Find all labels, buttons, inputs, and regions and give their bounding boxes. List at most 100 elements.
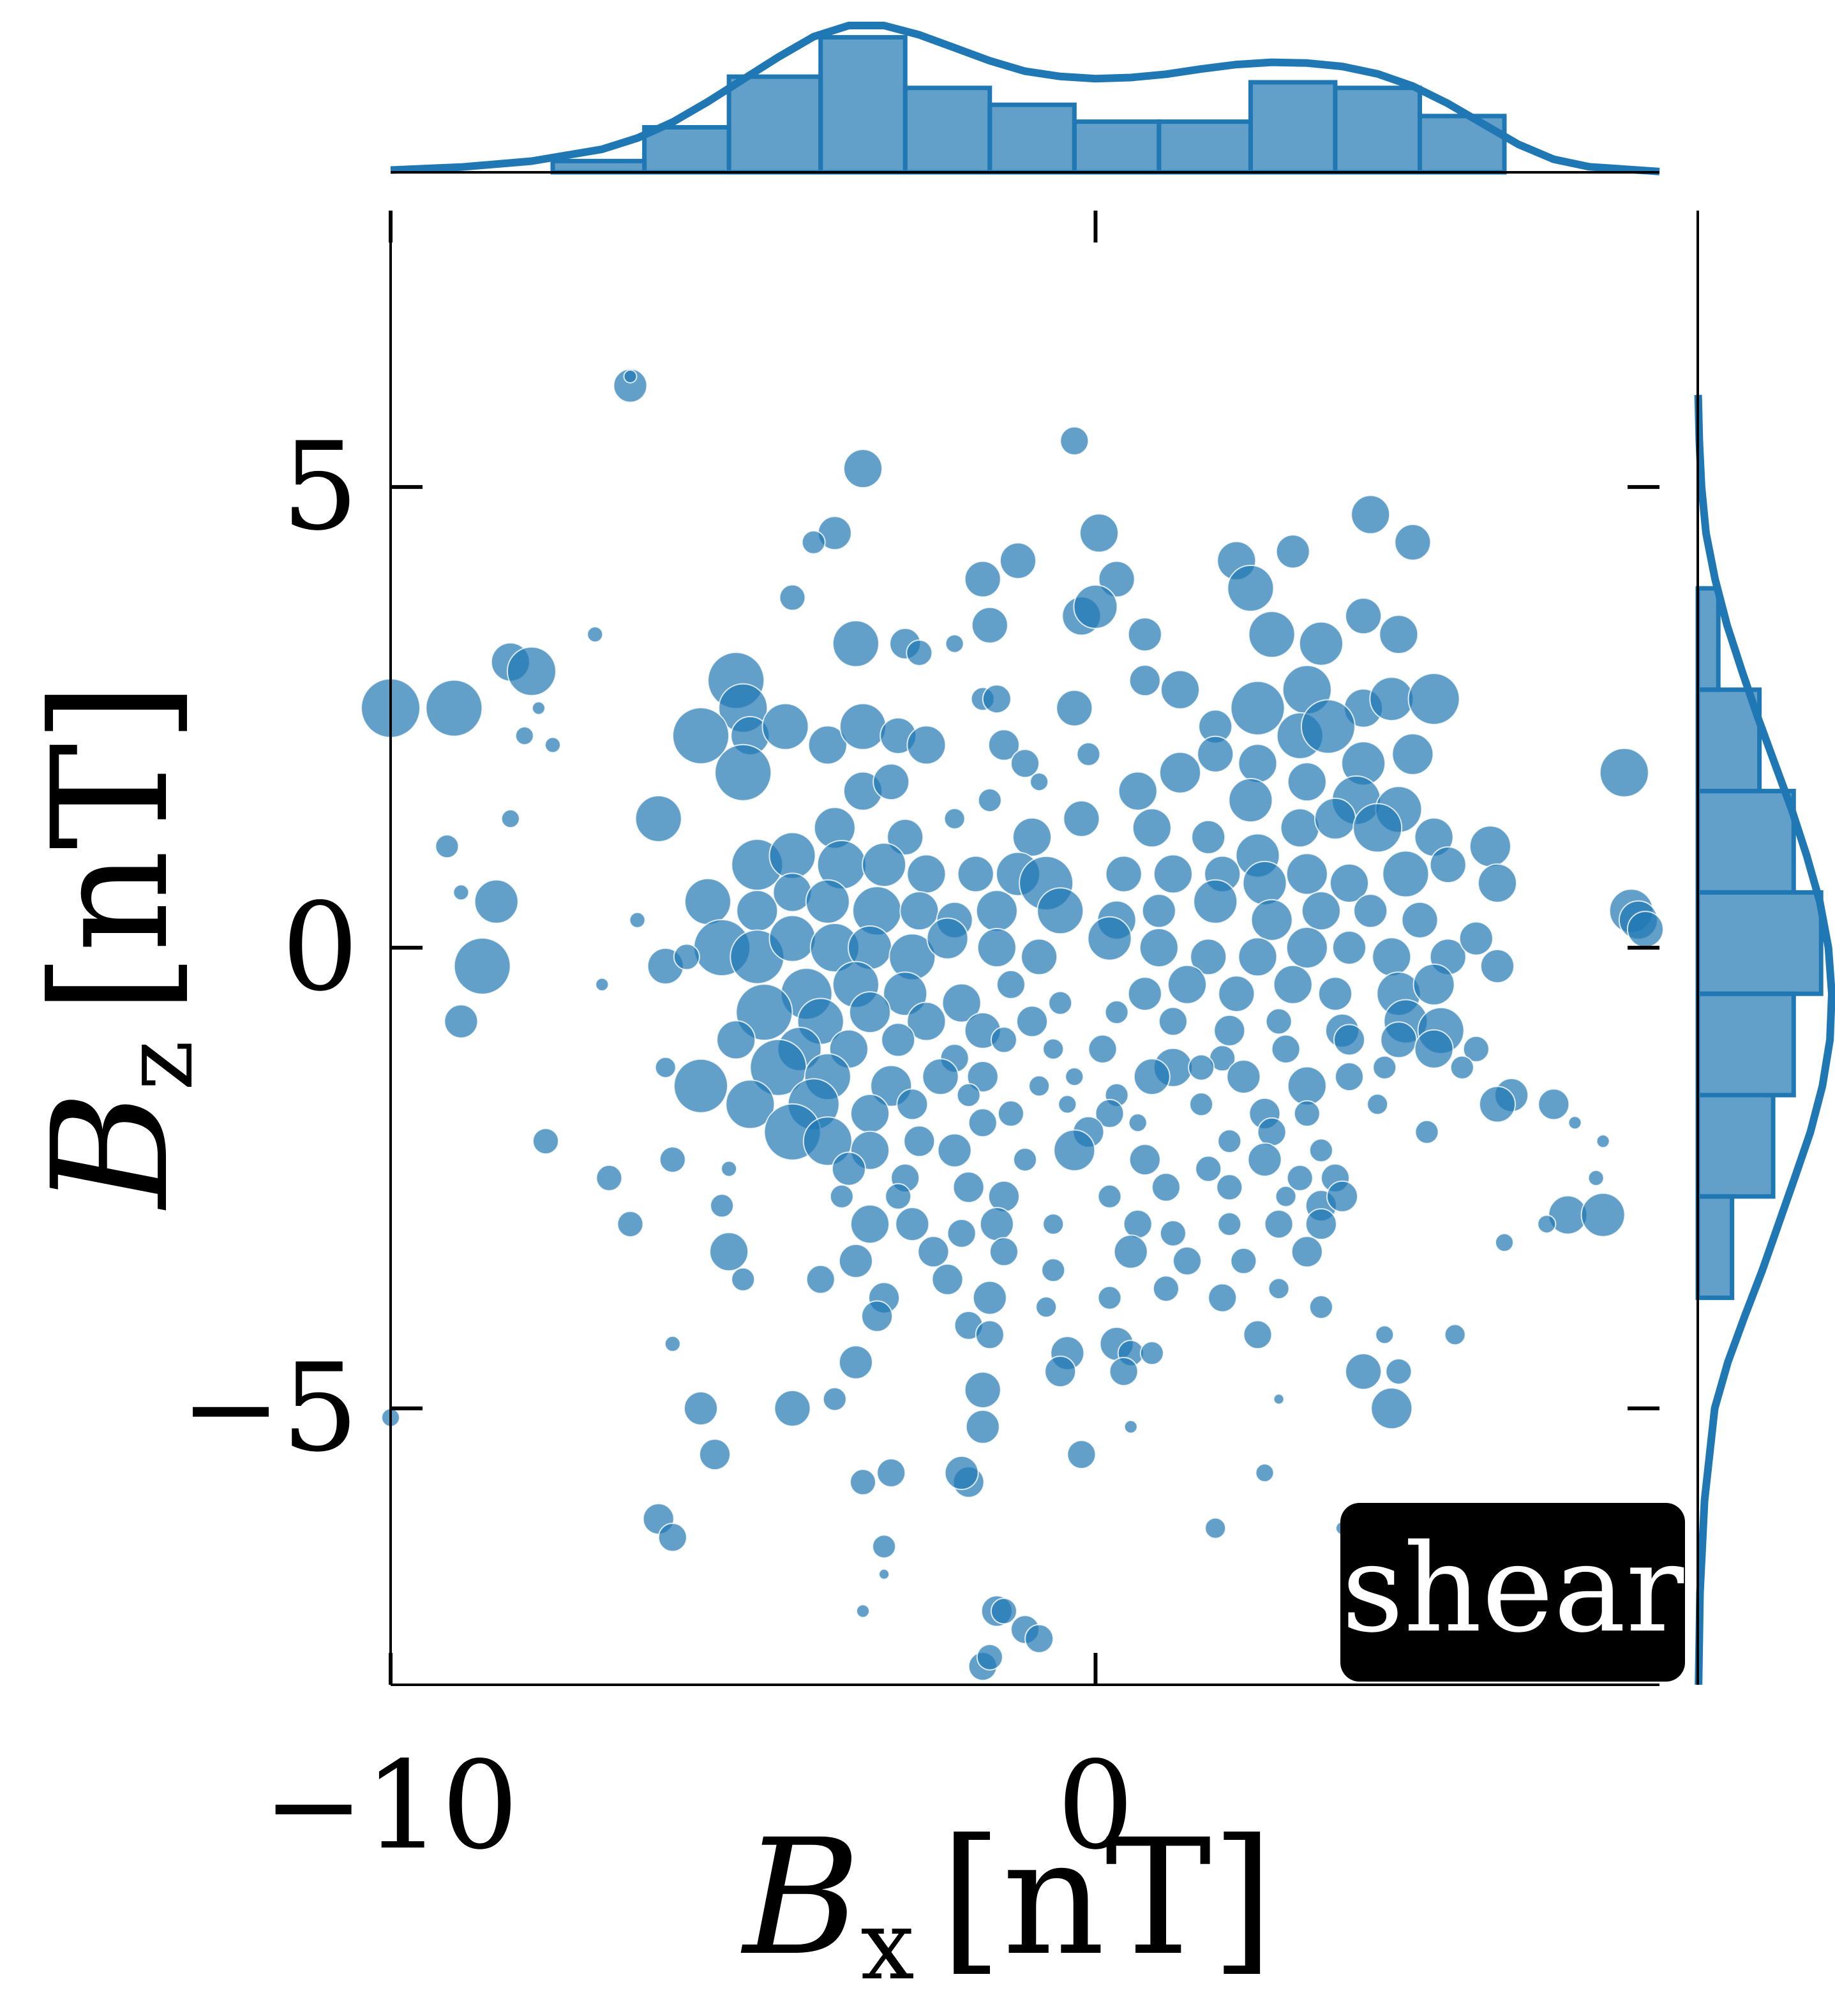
- scatter-point: [964, 1371, 1001, 1408]
- scatter-point: [1329, 863, 1369, 903]
- x-axis-label-subscript: x: [860, 1890, 915, 2001]
- scatter-point: [1139, 928, 1179, 967]
- scatter-point: [1308, 1295, 1333, 1320]
- scatter-point: [937, 1133, 972, 1168]
- scatter-point: [1139, 1341, 1164, 1366]
- scatter-point: [944, 1455, 979, 1490]
- scatter-point: [1208, 1283, 1238, 1313]
- scatter-point: [1197, 735, 1234, 773]
- scatter-point: [943, 807, 966, 830]
- scatter-point: [587, 626, 604, 643]
- scatter-point: [629, 911, 646, 929]
- x-axis-label: Bx [nT]: [740, 1805, 1273, 2001]
- scatter-point: [1079, 513, 1119, 553]
- scatter-point: [990, 1026, 1017, 1054]
- scatter-point: [906, 1001, 947, 1042]
- scatter-point: [1537, 1214, 1557, 1234]
- scatter-point: [721, 1160, 738, 1177]
- scatter-point: [839, 703, 887, 750]
- y-tick-label: −5: [180, 1338, 359, 1479]
- scatter-point: [1626, 911, 1664, 948]
- scatter-point: [1300, 699, 1356, 754]
- scatter-point: [673, 1058, 728, 1114]
- scatter-point: [957, 855, 994, 893]
- scatter-point: [595, 1164, 623, 1191]
- scatter-point: [1375, 1325, 1395, 1345]
- scatter-point: [1285, 927, 1328, 969]
- scatter-point: [1042, 1038, 1065, 1060]
- scatter-point: [850, 1204, 890, 1244]
- y-histogram-bar: [1695, 789, 1796, 895]
- scatter-point: [1037, 887, 1084, 935]
- scatter-point: [1580, 1192, 1626, 1237]
- scatter-point: [1098, 560, 1135, 598]
- scatter-point: [964, 560, 1001, 598]
- scatter-point: [1217, 1212, 1242, 1237]
- scatter-point: [996, 969, 1026, 999]
- scatter-point: [831, 1151, 866, 1186]
- scatter-point: [1127, 976, 1162, 1012]
- scatter-point: [657, 1523, 687, 1552]
- scatter-point: [873, 763, 910, 801]
- scatter-point: [972, 1280, 1007, 1315]
- x-histogram: [550, 34, 1507, 175]
- scatter-point: [1141, 893, 1176, 929]
- scatter-point: [1250, 899, 1293, 941]
- scatter-point: [1599, 747, 1649, 798]
- scatter-point: [1087, 916, 1132, 961]
- scatter-point: [1314, 797, 1356, 840]
- scatter-point: [1353, 893, 1388, 929]
- scatter-point: [1458, 921, 1494, 956]
- scatter-point: [506, 646, 557, 696]
- scatter-point: [1380, 1021, 1418, 1059]
- y-histogram-bar: [1695, 1194, 1735, 1301]
- scatter-point: [1367, 1093, 1389, 1116]
- scatter-point: [903, 1125, 936, 1158]
- scatter-point: [1264, 1209, 1294, 1239]
- scatter-point: [956, 1083, 981, 1107]
- x-axis-label-unit: [nT]: [940, 1805, 1274, 1990]
- scatter-point: [617, 1211, 644, 1238]
- scatter-point: [1305, 1208, 1337, 1241]
- scatter-point: [1287, 762, 1327, 802]
- scatter-points: [361, 368, 1664, 1682]
- scatter-point: [1104, 1000, 1129, 1025]
- scatter-point: [425, 679, 483, 737]
- scatter-point: [987, 729, 1020, 761]
- scatter-point: [1128, 1144, 1161, 1176]
- scatter-point: [1160, 669, 1200, 710]
- scatter-point: [1053, 1129, 1096, 1172]
- y-axis-label-subscript: z: [103, 1040, 214, 1091]
- scatter-point: [1351, 495, 1391, 535]
- scatter-point: [699, 1438, 731, 1471]
- scatter-point: [1372, 937, 1412, 977]
- scatter-point: [1352, 803, 1403, 853]
- scatter-point: [1275, 534, 1310, 569]
- scatter-point: [1128, 1113, 1148, 1133]
- scatter-point: [1227, 564, 1275, 612]
- scatter-point: [906, 725, 947, 765]
- y-axis-label: Bz [nT]: [18, 681, 214, 1211]
- scatter-point: [1538, 1088, 1570, 1121]
- scatter-point: [1118, 771, 1158, 811]
- scatter-point: [1479, 1086, 1516, 1123]
- scatter-point: [1097, 1184, 1122, 1209]
- scatter-point: [1414, 1119, 1439, 1144]
- y-kde-curve: [1694, 394, 1835, 1685]
- scatter-point: [878, 1568, 890, 1580]
- right-marginal: [1694, 211, 1835, 1685]
- tick-labels: −10 0 −5 0 5: [180, 416, 1134, 1876]
- scatter-point: [1056, 689, 1093, 727]
- scatter-point: [966, 1061, 999, 1093]
- scatter-point: [1478, 863, 1517, 903]
- scatter-point: [623, 369, 638, 384]
- scatter-point: [1345, 1353, 1382, 1391]
- scatter-point: [1401, 901, 1439, 939]
- scatter-point: [1058, 1094, 1077, 1114]
- scatter-point: [1195, 1155, 1222, 1183]
- scatter-point: [876, 1458, 906, 1488]
- scatter-point: [1095, 1098, 1125, 1128]
- scatter-point: [1030, 772, 1049, 792]
- scatter-point: [1028, 1075, 1051, 1097]
